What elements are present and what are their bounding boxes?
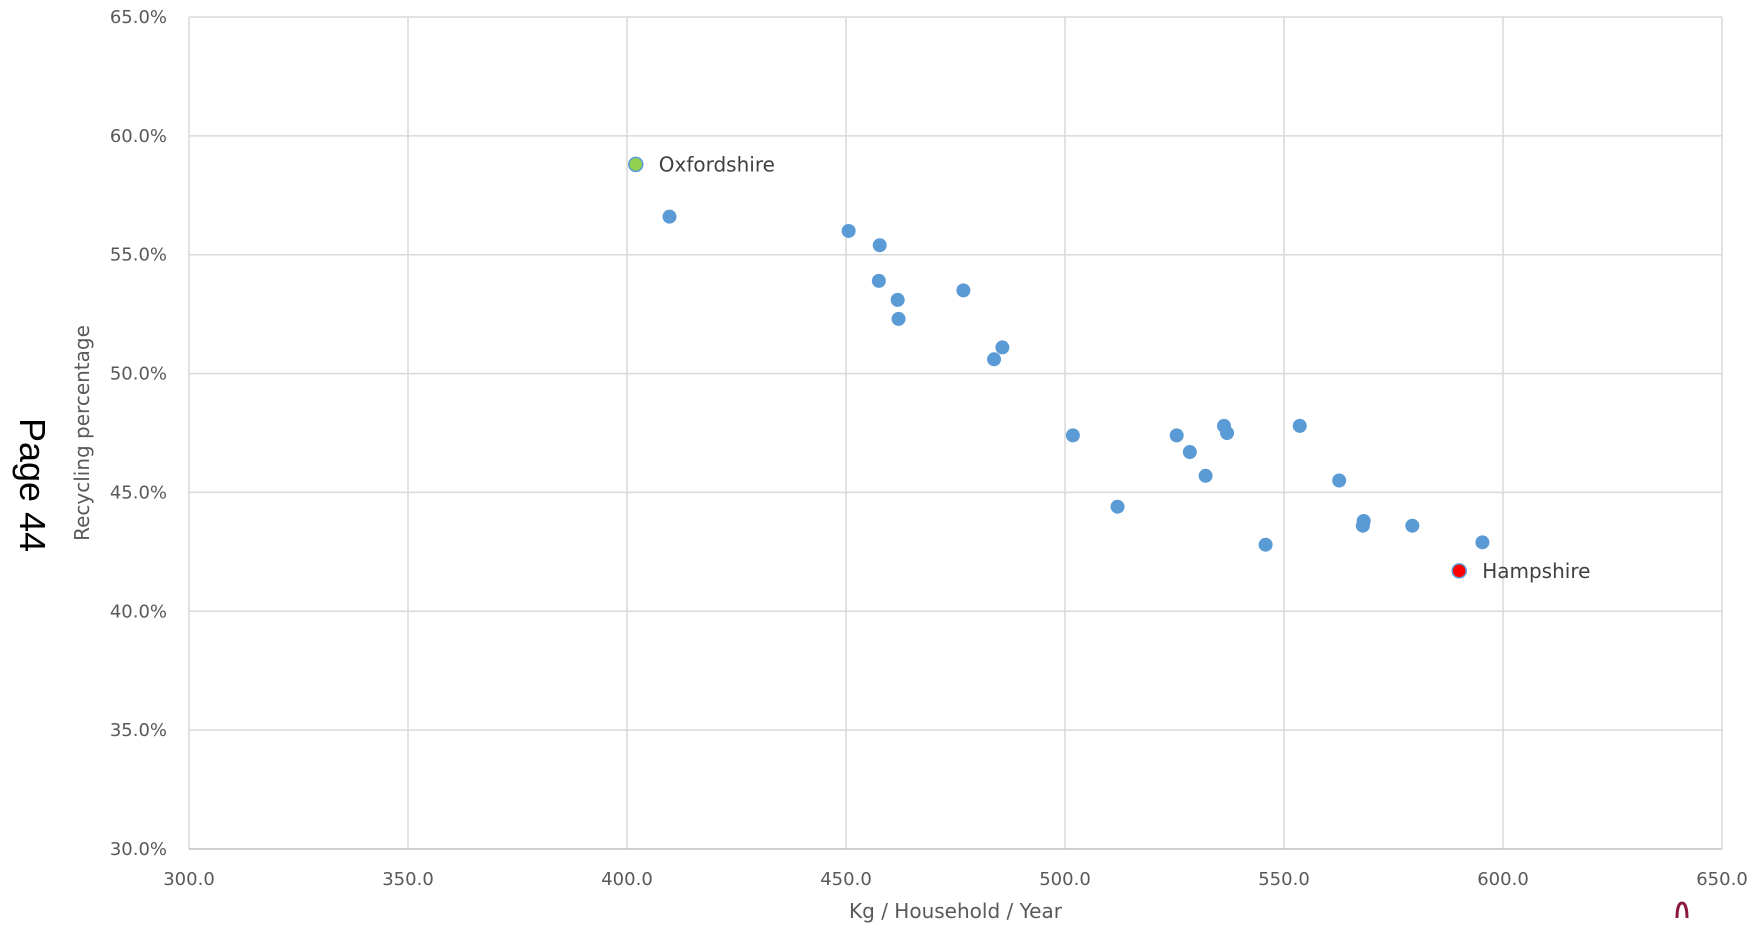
x-tick-label: 350.0 — [382, 869, 434, 890]
corner-logo-mark — [1675, 901, 1689, 919]
page-number-label: Page 44 — [12, 418, 53, 552]
vertical-gridlines — [188, 17, 1723, 849]
x-tick-label: 450.0 — [820, 869, 872, 890]
x-tick-label: 500.0 — [1039, 869, 1091, 890]
y-tick-label: 50.0% — [110, 364, 167, 385]
data-point — [871, 273, 886, 288]
data-point — [1292, 418, 1307, 433]
y-axis-title: Recycling percentage — [70, 325, 94, 541]
y-tick-label: 45.0% — [110, 482, 167, 503]
x-tick-label: 300.0 — [163, 869, 215, 890]
data-point — [1065, 428, 1080, 443]
y-tick-label: 35.0% — [110, 720, 167, 741]
data-point — [1169, 428, 1184, 443]
data-point — [872, 238, 887, 253]
data-point — [841, 223, 856, 238]
y-tick-label: 65.0% — [110, 7, 167, 28]
data-point — [995, 340, 1010, 355]
data-point — [1182, 445, 1197, 460]
y-axis-tick-labels: 30.0% 35.0% 40.0% 45.0% 50.0% 55.0% 60.0% 65.0% — [110, 7, 167, 860]
data-point-hampshire — [1451, 563, 1467, 579]
horizontal-gridlines — [189, 16, 1722, 731]
y-tick-label: 60.0% — [110, 126, 167, 147]
x-axis-title: Kg / Household / Year — [849, 899, 1063, 923]
data-point — [1405, 518, 1420, 533]
data-point — [891, 311, 906, 326]
data-point-labels: Oxfordshire Hampshire — [659, 152, 1591, 582]
x-tick-label: 400.0 — [601, 869, 653, 890]
data-point — [1355, 518, 1370, 533]
data-point — [956, 283, 971, 298]
point-label-oxfordshire: Oxfordshire — [659, 152, 775, 176]
x-tick-label: 550.0 — [1258, 869, 1310, 890]
data-point — [1110, 499, 1125, 514]
data-point — [1220, 426, 1235, 440]
data-point — [1198, 468, 1213, 483]
data-point — [987, 352, 1002, 367]
x-tick-label: 650.0 — [1696, 869, 1748, 890]
y-tick-label: 55.0% — [110, 245, 167, 266]
y-tick-label: 30.0% — [110, 839, 167, 860]
x-axis-tick-labels: 300.0 350.0 400.0 450.0 500.0 550.0 600.0 650.0 — [163, 869, 1748, 890]
data-point — [662, 209, 677, 224]
data-point — [1475, 535, 1490, 550]
data-point — [890, 292, 905, 307]
y-tick-label: 40.0% — [110, 601, 167, 622]
x-tick-label: 600.0 — [1477, 869, 1529, 890]
data-point — [1258, 537, 1273, 552]
data-point-oxfordshire — [628, 156, 644, 173]
data-points — [628, 156, 1490, 579]
data-point — [1332, 473, 1347, 488]
point-label-hampshire: Hampshire — [1482, 559, 1590, 583]
